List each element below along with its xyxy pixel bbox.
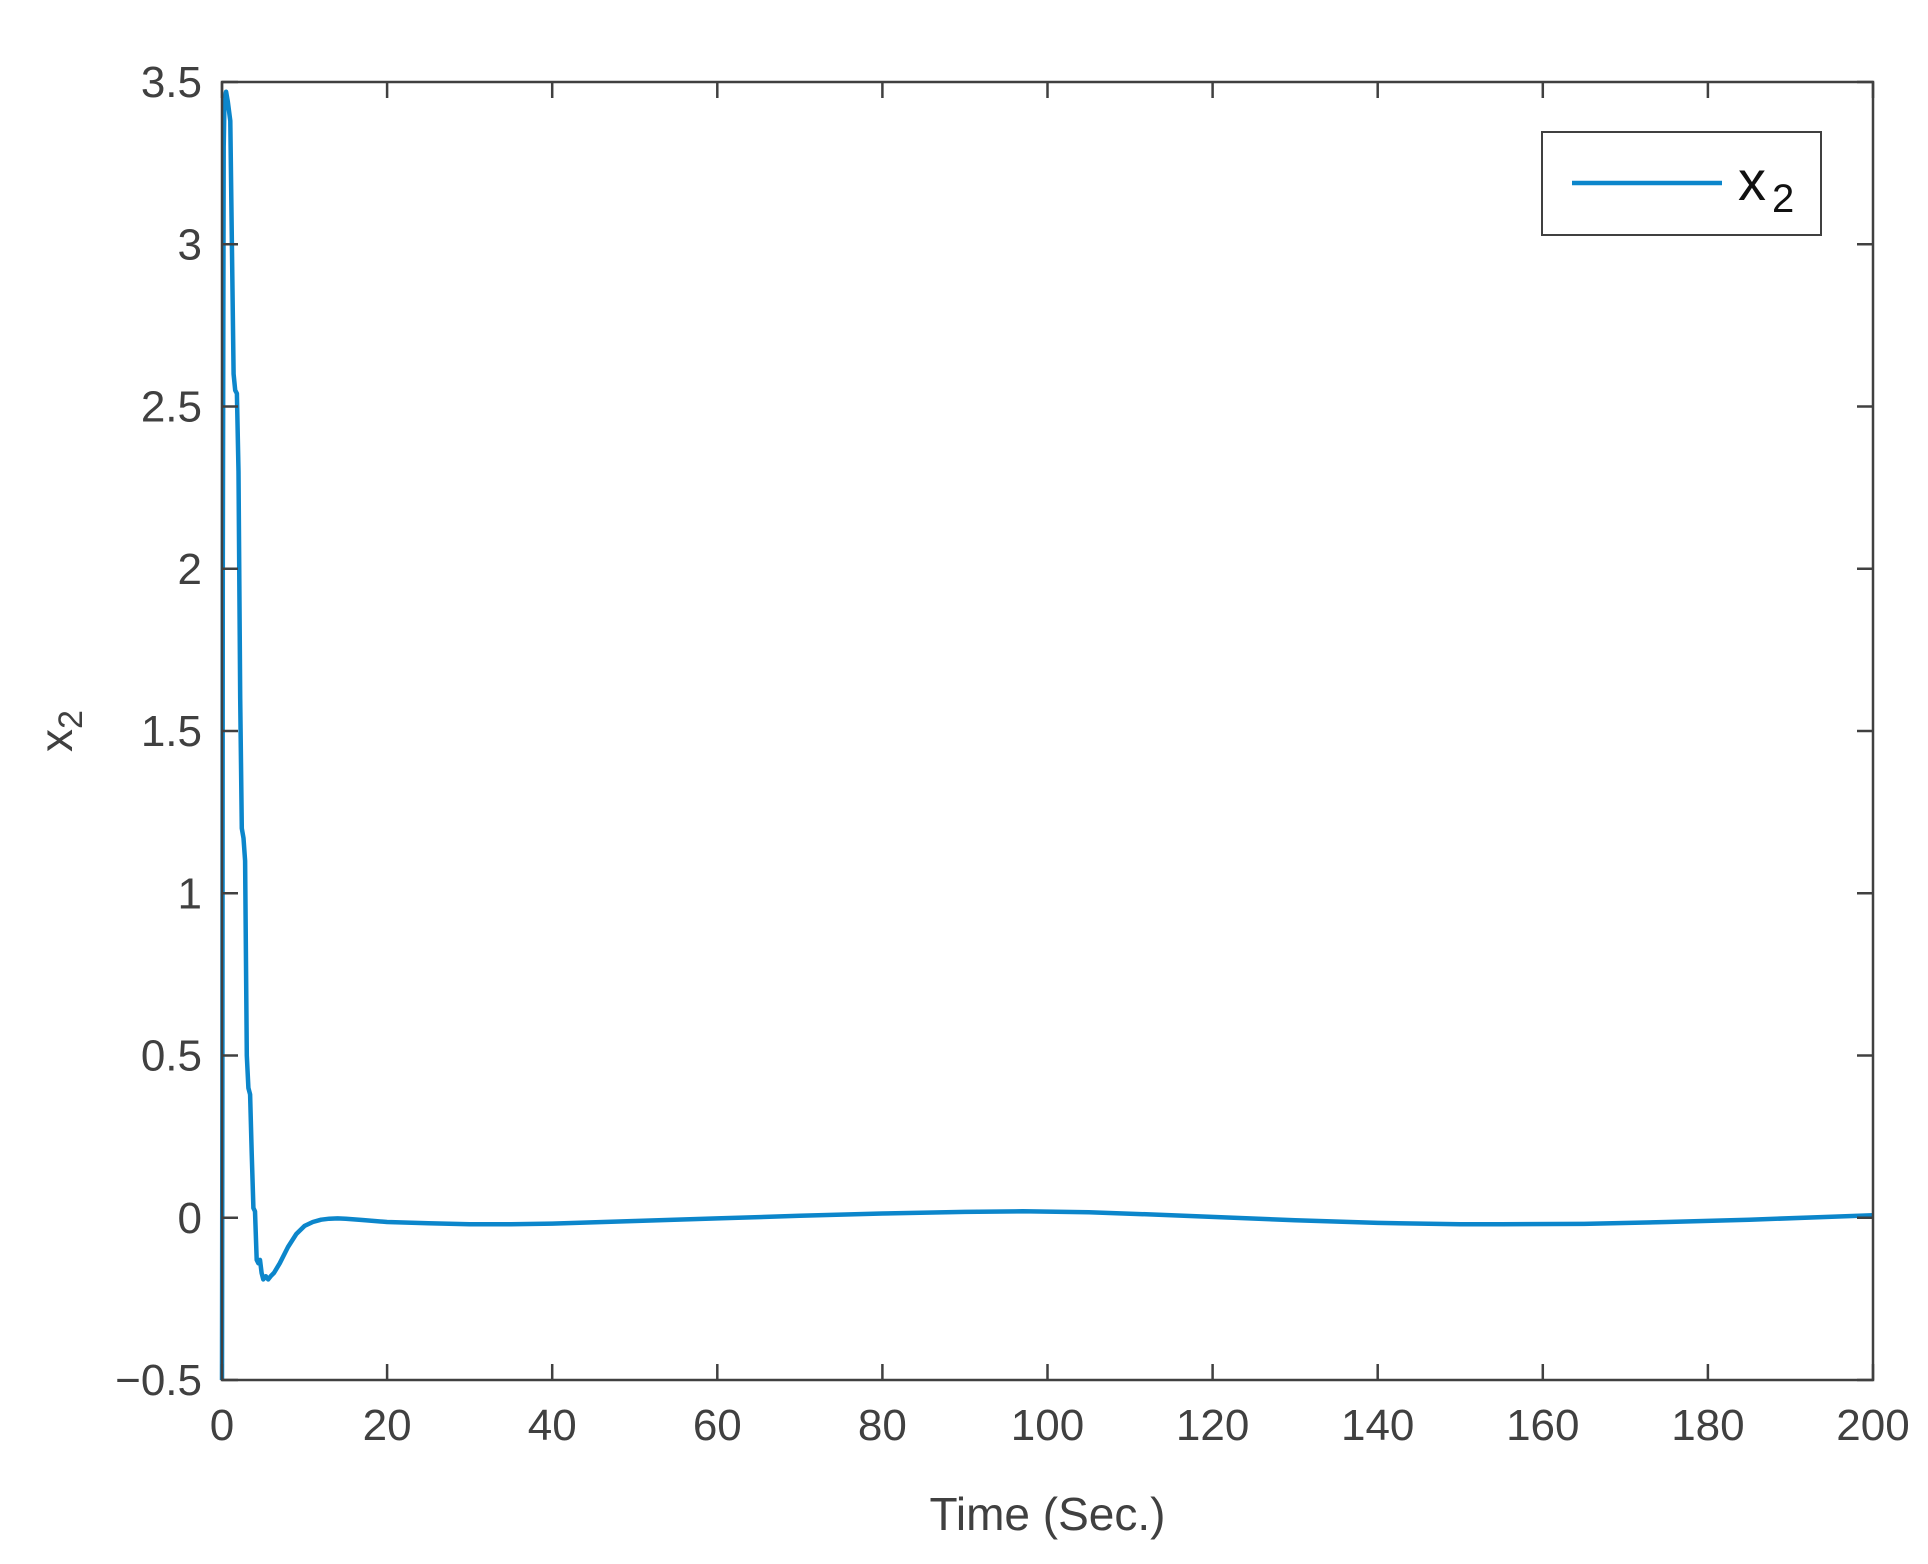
y-axis: −0.5 0 0.5 1 1.5 2 2.5 3 3.5 xyxy=(115,58,1873,1405)
legend-label-base: x xyxy=(1738,149,1766,212)
x-tick-label: 100 xyxy=(1011,1401,1084,1450)
y-tick-label: 2.5 xyxy=(141,383,202,432)
x-tick-label: 40 xyxy=(528,1401,577,1450)
y-tick-label: 1.5 xyxy=(141,707,202,756)
y-tick-label: 1 xyxy=(178,869,202,918)
y-axis-title-subscript: 2 xyxy=(52,710,90,729)
x-tick-label: 60 xyxy=(693,1401,742,1450)
x-axis: 0 20 40 60 80 100 120 140 160 180 200 xyxy=(210,82,1910,1450)
y-tick-label: 0 xyxy=(178,1194,202,1243)
x-tick-label: 140 xyxy=(1341,1401,1414,1450)
x-tick-label: 200 xyxy=(1836,1401,1909,1450)
y-axis-title-base: x xyxy=(30,729,82,752)
x-tick-label: 180 xyxy=(1671,1401,1744,1450)
x-tick-label: 160 xyxy=(1506,1401,1579,1450)
y-tick-label: −0.5 xyxy=(115,1356,202,1405)
x-axis-title: Time (Sec.) xyxy=(930,1488,1166,1540)
y-axis-title: x2 xyxy=(30,710,90,752)
y-tick-label: 3.5 xyxy=(141,58,202,107)
x-tick-label: 20 xyxy=(363,1401,412,1450)
y-tick-label: 3 xyxy=(178,220,202,269)
plot-area xyxy=(219,80,1875,1382)
y-tick-label: 2 xyxy=(178,545,202,594)
axes-box xyxy=(220,80,1875,1382)
series-line-x2 xyxy=(219,89,1874,1381)
legend-label-subscript: 2 xyxy=(1772,177,1794,221)
x-tick-label: 0 xyxy=(210,1401,234,1450)
x-tick-label: 80 xyxy=(858,1401,907,1450)
x-tick-label: 120 xyxy=(1176,1401,1249,1450)
y-tick-label: 0.5 xyxy=(141,1032,202,1081)
